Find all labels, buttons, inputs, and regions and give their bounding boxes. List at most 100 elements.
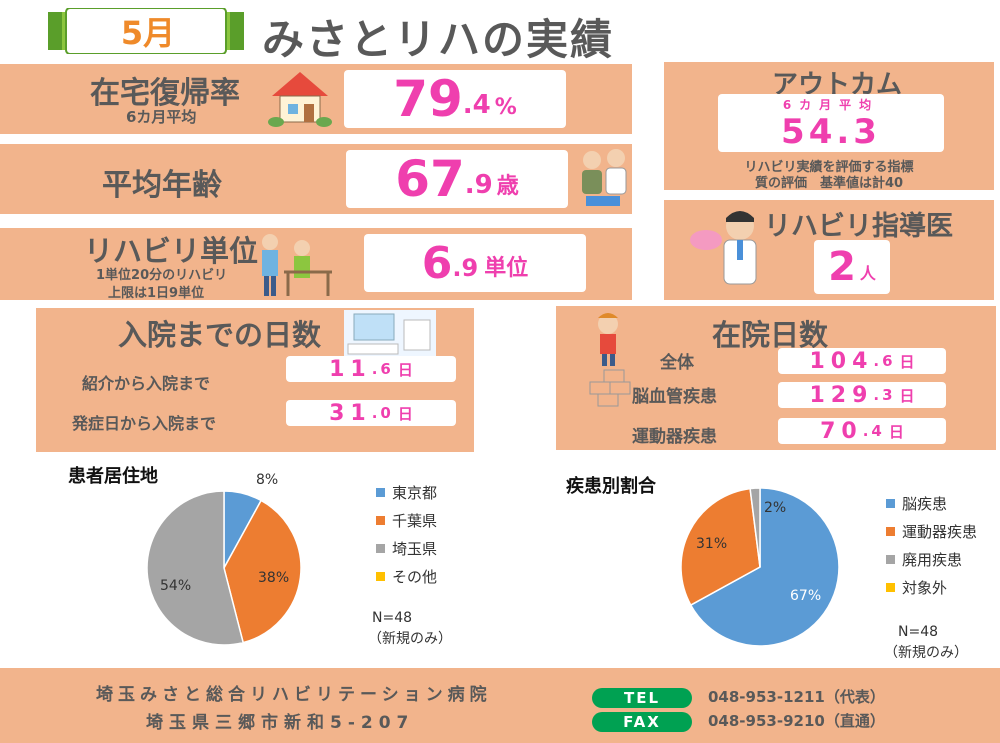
stay-musculo-value-dec: .4 (862, 422, 885, 440)
residence-legend: 東京都 千葉県 埼玉県 その他 (376, 482, 476, 592)
stay-musculo-label: 運動器疾患 (632, 427, 717, 447)
outcome-note1: リハビリ実績を評価する指標 (744, 160, 914, 175)
legend-swatch (376, 544, 385, 553)
home-return-value-dec: .4 (462, 90, 491, 120)
bamboo-banner-icon (48, 7, 244, 55)
legend-item: 廃用疾患 (886, 549, 962, 570)
legend-swatch (886, 527, 895, 536)
stay-cerebro-value-box: 129 .3 日 (778, 382, 946, 408)
residence-pct-2: 54% (160, 578, 192, 594)
stay-all-unit: 日 (899, 352, 915, 371)
disease-chart-title: 疾患別割合 (566, 476, 656, 497)
onset-value-box: 31 .0 日 (286, 400, 456, 426)
home-return-value-box: 79 .4 % (344, 70, 566, 128)
legend-swatch (886, 583, 895, 592)
legend-label: 東京都 (392, 484, 438, 502)
pie-slice-1 (680, 487, 761, 607)
home-return-sub: 6カ月平均 (126, 108, 197, 126)
elderly-people-icon (576, 146, 630, 214)
stay-musculo-value-box: 70 .4 日 (778, 418, 946, 444)
stay-days-label: 在院日数 (712, 318, 829, 352)
fax-badge: FAX (592, 712, 692, 732)
days-to-admission-panel: 入院までの日数 紹介から入院まで 11 .6 日 発症日から入院まで 31 .0… (36, 308, 474, 452)
legend-item: 対象外 (886, 577, 947, 598)
referral-value-box: 11 .6 日 (286, 356, 456, 382)
hospital-address: 埼玉県三郷市新和5-207 (146, 713, 415, 733)
onset-value-int: 31 (329, 400, 372, 426)
doctor-icon (682, 204, 772, 300)
disease-legend: 脳疾患 運動器疾患 廃用疾患 対象外 (886, 493, 996, 603)
avg-age-label: 平均年齢 (102, 168, 222, 203)
legend-swatch (376, 572, 385, 581)
legend-label: 埼玉県 (392, 540, 438, 558)
legend-swatch (376, 516, 385, 525)
onset-value-dec: .0 (371, 404, 394, 422)
rehab-units-sub2: 上限は1日9単位 (108, 286, 205, 301)
legend-swatch (886, 499, 895, 508)
legend-label: 脳疾患 (902, 495, 948, 513)
avg-age-value-int: 67 (395, 150, 465, 208)
rehab-units-unit: 単位 (484, 256, 529, 281)
legend-label: その他 (392, 568, 438, 586)
stay-all-value-box: 104 .6 日 (778, 348, 946, 374)
header-badge: 5月 (48, 7, 244, 55)
legend-label: 廃用疾患 (902, 551, 963, 569)
residence-chart-title: 患者居住地 (68, 466, 158, 487)
disease-note2: （新規のみ） (884, 645, 968, 661)
stay-all-value-dec: .6 (873, 352, 896, 370)
referral-value-int: 11 (329, 356, 372, 382)
residence-pie-chart (146, 490, 302, 646)
outcome-value: 54.3 (781, 112, 881, 152)
rehab-units-panel: リハビリ単位 1単位20分のリハビリ 上限は1日9単位 6 .9 単位 (0, 228, 632, 302)
avg-age-panel: 平均年齢 67 .9 歳 (0, 144, 632, 214)
house-icon (268, 68, 332, 132)
fax-number: 048-953-9210（直通） (708, 712, 885, 730)
home-return-unit: % (494, 95, 517, 120)
pie-slice-0 (689, 487, 840, 647)
disease-note1: N=48 (898, 624, 939, 640)
month-label: 5月 (120, 14, 176, 52)
residence-pct-1: 38% (258, 570, 290, 586)
referral-unit: 日 (397, 360, 413, 379)
doctors-panel: リハビリ指導医 2 人 (664, 200, 994, 300)
room-icon (344, 310, 436, 360)
rehab-units-value-box: 6 .9 単位 (364, 234, 586, 292)
avg-age-unit: 歳 (496, 174, 519, 199)
hospital-name: 埼玉みさと総合リハビリテーション病院 (96, 685, 492, 705)
disease-pie-chart (680, 487, 840, 647)
legend-swatch (886, 555, 895, 564)
legend-label: 対象外 (902, 579, 948, 597)
residence-pct-0: 8% (256, 472, 279, 488)
doctors-unit: 人 (859, 264, 876, 283)
doctors-label: リハビリ指導医 (764, 211, 953, 242)
legend-item: 東京都 (376, 482, 437, 503)
tel-number[interactable]: 048-953-1211（代表） (708, 688, 885, 706)
legend-item: 千葉県 (376, 510, 437, 531)
avg-age-value-box: 67 .9 歳 (346, 150, 568, 208)
stay-cerebro-value-dec: .3 (873, 386, 896, 404)
legend-item: 埼玉県 (376, 538, 437, 559)
outcome-sub: 6カ月平均 (782, 98, 880, 112)
footer: 埼玉みさと総合リハビリテーション病院 埼玉県三郷市新和5-207 TEL 048… (0, 668, 1000, 743)
hopscotch-icon (572, 310, 656, 418)
stay-musculo-unit: 日 (888, 422, 904, 441)
residence-note1: N=48 (372, 610, 413, 626)
pie-slice-2 (146, 490, 245, 646)
disease-pct-2: 2% (764, 500, 787, 516)
onset-unit: 日 (397, 404, 413, 423)
home-return-panel: 在宅復帰率 6カ月平均 79 .4 % (0, 64, 632, 134)
stay-all-label: 全体 (660, 353, 694, 373)
legend-item: 脳疾患 (886, 493, 947, 514)
home-return-value-int: 79 (393, 70, 463, 128)
stay-cerebro-value-int: 129 (809, 382, 874, 408)
legend-label: 千葉県 (392, 512, 438, 530)
doctors-value-box: 2 人 (814, 240, 890, 294)
legend-item: 運動器疾患 (886, 521, 977, 542)
disease-pct-1: 31% (696, 536, 728, 552)
avg-age-value-dec: .9 (464, 170, 493, 200)
therapist-patient-icon (254, 232, 334, 302)
disease-pct-0: 67% (790, 588, 822, 604)
stay-days-panel: 在院日数 全体 104 .6 日 脳血管疾患 129 .3 日 運動器疾患 70… (556, 306, 996, 450)
stay-musculo-value-int: 70 (820, 418, 863, 444)
stay-cerebro-unit: 日 (899, 386, 915, 405)
